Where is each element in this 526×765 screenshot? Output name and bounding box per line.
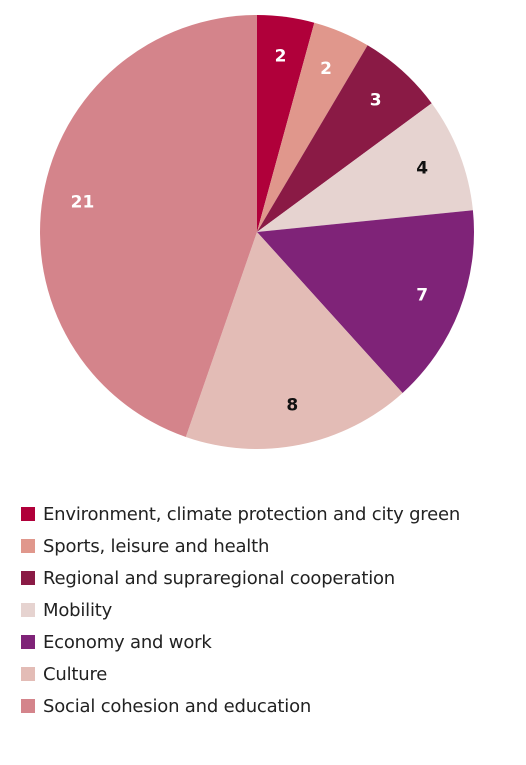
legend-swatch [21, 507, 35, 521]
legend-item-6: Social cohesion and education [21, 690, 460, 722]
legend-label: Economy and work [43, 631, 212, 653]
slice-value-label-0: 2 [275, 47, 287, 67]
chart-legend: Environment, climate protection and city… [21, 498, 460, 722]
pie-slice-4 [257, 210, 474, 393]
slice-value-label-1: 2 [320, 59, 332, 79]
legend-item-1: Sports, leisure and health [21, 530, 460, 562]
legend-label: Mobility [43, 599, 113, 621]
slice-value-label-3: 4 [416, 158, 428, 178]
pie-slice-5 [185, 232, 403, 449]
legend-label: Sports, leisure and health [43, 535, 270, 557]
legend-label: Culture [43, 663, 108, 685]
pie-slice-1 [257, 22, 368, 233]
legend-item-4: Economy and work [21, 626, 460, 658]
legend-item-3: Mobility [21, 594, 460, 626]
legend-item-0: Environment, climate protection and city… [21, 498, 460, 530]
pie-slice-0 [257, 15, 315, 232]
legend-swatch [21, 699, 35, 713]
legend-item-2: Regional and supraregional cooperation [21, 562, 460, 594]
slice-value-label-5: 8 [286, 396, 298, 416]
slice-value-label-4: 7 [416, 286, 428, 306]
pie-chart: 2 2 3 4 7 8 21 [40, 15, 474, 449]
legend-swatch [21, 539, 35, 553]
legend-item-5: Culture [21, 658, 460, 690]
slice-value-label-6: 21 [71, 193, 95, 213]
pie-slice-2 [257, 45, 432, 232]
legend-swatch [21, 571, 35, 585]
legend-swatch [21, 603, 35, 617]
legend-swatch [21, 667, 35, 681]
slice-value-label-2: 3 [370, 91, 382, 111]
pie-slice-6 [40, 15, 257, 437]
legend-label: Regional and supraregional cooperation [43, 567, 396, 589]
legend-swatch [21, 635, 35, 649]
pie-slice-3 [257, 103, 473, 232]
legend-label: Environment, climate protection and city… [43, 503, 461, 525]
legend-label: Social cohesion and education [43, 695, 312, 717]
